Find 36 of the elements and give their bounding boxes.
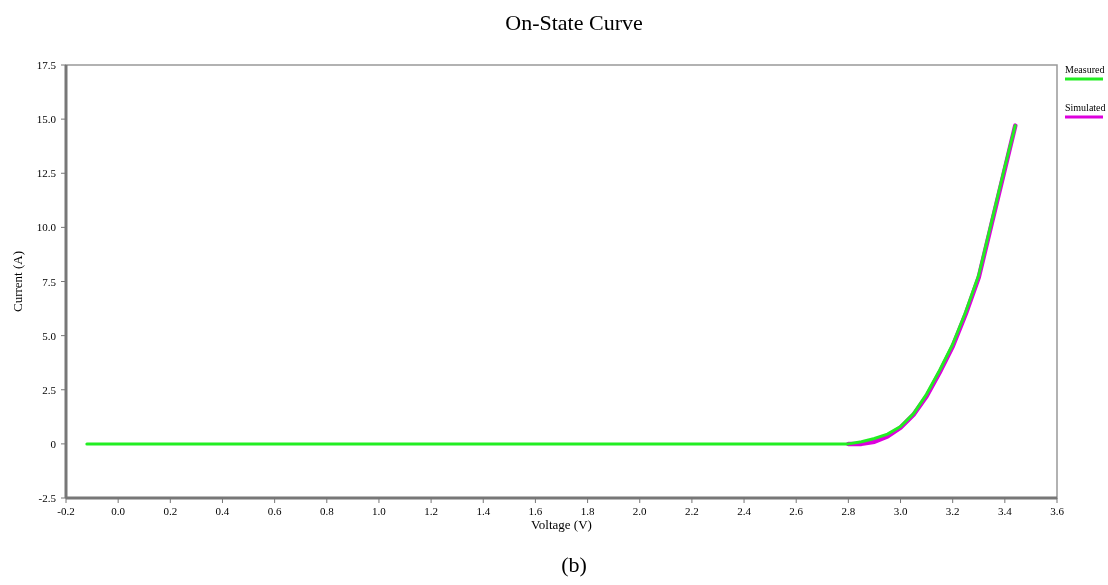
- x-tick-label: 2.2: [685, 505, 699, 517]
- x-tick-label: 0.2: [163, 505, 178, 517]
- text: (b): [561, 552, 587, 577]
- y-tick-label: 5.0: [42, 329, 57, 342]
- x-tick-label: 3.2: [945, 505, 960, 517]
- x-tick-label: 2.4: [737, 505, 752, 517]
- y-axis-title: Current (A): [10, 250, 25, 313]
- x-tick-label: 0.4: [215, 505, 230, 517]
- x-tick-label: 3.6: [1050, 505, 1065, 517]
- x-tick-label: 0.0: [111, 505, 126, 517]
- x-tick-label: 2.0: [632, 505, 648, 517]
- text: Simulated: [1065, 102, 1106, 113]
- y-tick-label: 10.0: [36, 221, 57, 234]
- x-tick-label: 3.0: [893, 505, 908, 517]
- y-tick-label: 2.5: [42, 383, 57, 396]
- x-tick-label: 1.4: [476, 505, 491, 517]
- text: Measured: [1065, 64, 1105, 75]
- x-axis-title: Voltage (V): [531, 517, 592, 532]
- x-tick-label: 0.8: [319, 505, 335, 517]
- chart-title: On-State Curve: [505, 10, 643, 35]
- y-tick-label: 7.5: [42, 275, 57, 288]
- y-tick-label: 0: [50, 437, 57, 450]
- y-tick-label: 12.5: [36, 167, 57, 180]
- x-tick-label: 3.4: [997, 505, 1013, 517]
- x-tick-label: 2.8: [841, 505, 856, 517]
- x-tick-label: 1.6: [528, 505, 543, 517]
- x-tick-label: -0.2: [57, 505, 75, 517]
- y-tick-label: 17.5: [36, 59, 57, 71]
- x-tick-label: 1.0: [372, 505, 387, 517]
- x-tick-label: 1.8: [580, 505, 595, 517]
- y-tick-label: -2.5: [38, 492, 57, 504]
- x-tick-label: 0.6: [267, 505, 283, 517]
- x-tick-label: 2.6: [789, 505, 804, 517]
- line-series: [85, 124, 1017, 446]
- y-tick-label: 15.0: [36, 113, 57, 126]
- x-tick-label: 1.2: [424, 505, 438, 517]
